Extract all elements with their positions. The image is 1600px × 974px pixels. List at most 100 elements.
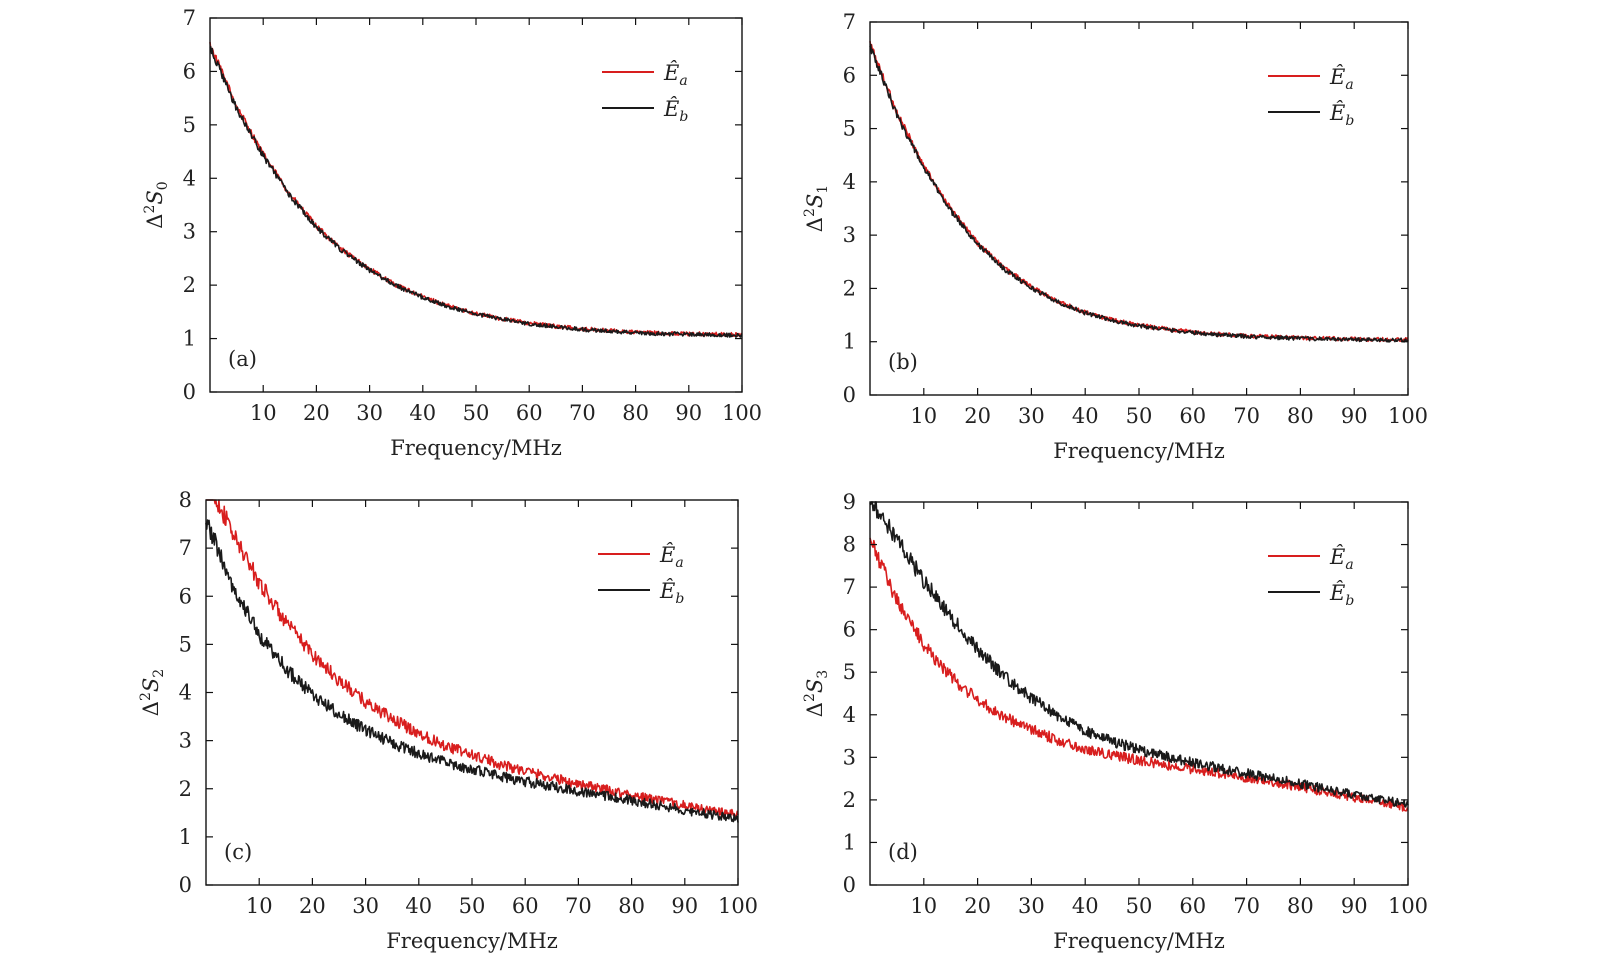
y-tick-label: 9	[843, 490, 856, 514]
x-tick-label: 20	[964, 894, 991, 918]
x-tick-label: 70	[1233, 404, 1260, 428]
plot-frame	[869, 501, 1409, 886]
y-tick-label: 6	[843, 618, 856, 642]
y-tick-label: 7	[843, 10, 856, 34]
y-tick-label: 8	[179, 488, 192, 512]
y-tick-label: 7	[843, 575, 856, 599]
x-tick-label: 80	[1287, 894, 1314, 918]
y-tick-label: 4	[183, 166, 196, 190]
y-tick-label: 0	[843, 383, 856, 407]
y-tick-label: 4	[179, 681, 192, 705]
y-tick-label: 3	[843, 745, 856, 769]
y-tick-label: 2	[179, 777, 192, 801]
legend-label-a: Êa	[663, 61, 688, 89]
series-line-b	[869, 43, 1409, 343]
chart-panel-d: 10 20 30 40 50 60 70 80 90 100 0 1 2 3 4 5 6 7 8 9 Frequency…	[802, 490, 1428, 953]
x-tick-label: 40	[409, 401, 436, 425]
x-tick-label: 20	[299, 894, 326, 918]
x-tick-label: 60	[516, 401, 543, 425]
panel-tag: (c)	[224, 840, 252, 864]
y-tick-label: 2	[843, 276, 856, 300]
x-tick-label: 10	[250, 401, 277, 425]
y-tick-label: 5	[183, 113, 196, 137]
x-tick-label: 60	[1179, 894, 1206, 918]
y-tick-label: 5	[179, 632, 192, 656]
y-axis-title: Δ2S0	[142, 181, 171, 228]
y-tick-label: 3	[183, 220, 196, 244]
series-line-a	[205, 499, 739, 818]
x-tick-label: 70	[565, 894, 592, 918]
y-tick-label: 1	[843, 330, 856, 354]
x-tick-label: 90	[671, 894, 698, 918]
chart-panel-c: 10 20 30 40 50 60 70 80 90 100 0 1 2 3 4 5 6 7 8 Frequency/…	[138, 488, 758, 953]
series-line-b	[209, 46, 743, 338]
y-axis-title: Δ2S3	[802, 670, 831, 717]
x-tick-label: 30	[352, 894, 379, 918]
series-line-b	[869, 501, 1409, 808]
y-tick-label: 3	[179, 729, 192, 753]
y-tick-label: 0	[179, 873, 192, 897]
y-tick-label: 6	[843, 63, 856, 87]
x-tick-label: 90	[675, 401, 702, 425]
x-axis-title: Frequency/MHz	[1053, 929, 1225, 953]
series-line-b	[205, 519, 739, 823]
legend-label-b: Êb	[659, 579, 684, 607]
x-tick-label: 100	[722, 401, 762, 425]
x-tick-label: 10	[246, 894, 273, 918]
x-tick-label: 50	[459, 894, 486, 918]
x-axis-title: Frequency/MHz	[390, 436, 562, 460]
legend-label-a: Êa	[1329, 65, 1354, 93]
x-tick-label: 100	[1388, 894, 1428, 918]
legend-label-a: Êa	[659, 543, 684, 571]
y-tick-label: 4	[843, 170, 856, 194]
x-tick-label: 50	[1126, 894, 1153, 918]
x-tick-label: 10	[910, 894, 937, 918]
x-tick-label: 10	[910, 404, 937, 428]
x-tick-label: 90	[1341, 894, 1368, 918]
y-tick-label: 5	[843, 117, 856, 141]
x-tick-label: 80	[1287, 404, 1314, 428]
x-tick-label: 100	[718, 894, 758, 918]
y-tick-label: 1	[183, 327, 196, 351]
chart-panel-b: 10 20 30 40 50 60 70 80 90 100 0 1 2 3 4 5 6 7 Frequency/M…	[802, 10, 1428, 463]
chart-panel-a: 10 20 30 40 50 60 70 80 90 100 0 1 2 3 4 5 6 7 Frequency/M…	[142, 6, 762, 460]
x-tick-label: 30	[1018, 894, 1045, 918]
panel-tag: (d)	[888, 840, 918, 864]
y-tick-label: 0	[183, 380, 196, 404]
x-tick-label: 20	[964, 404, 991, 428]
x-tick-label: 40	[1072, 894, 1099, 918]
y-tick-label: 7	[183, 6, 196, 30]
y-tick-label: 1	[843, 830, 856, 854]
x-tick-label: 50	[1126, 404, 1153, 428]
panel-tag: (a)	[228, 347, 257, 371]
x-tick-label: 100	[1388, 404, 1428, 428]
panel-tag: (b)	[888, 350, 918, 374]
x-tick-label: 30	[356, 401, 383, 425]
y-tick-label: 1	[179, 825, 192, 849]
legend-label-a: Êa	[1329, 545, 1354, 573]
x-tick-label: 60	[512, 894, 539, 918]
x-axis-title: Frequency/MHz	[386, 929, 558, 953]
plot-frame	[209, 17, 743, 393]
y-axis-title: Δ2S1	[802, 185, 831, 232]
x-tick-label: 40	[405, 894, 432, 918]
y-tick-label: 7	[179, 536, 192, 560]
legend-label-b: Êb	[1329, 581, 1354, 609]
y-tick-label: 6	[179, 584, 192, 608]
y-tick-label: 2	[183, 273, 196, 297]
x-tick-label: 80	[618, 894, 645, 918]
y-tick-label: 0	[843, 873, 856, 897]
x-tick-label: 40	[1072, 404, 1099, 428]
series-line-a	[209, 41, 743, 338]
series-line-a	[869, 41, 1409, 343]
y-tick-label: 4	[843, 703, 856, 727]
y-tick-label: 2	[843, 788, 856, 812]
series-line-a	[869, 537, 1409, 812]
x-tick-label: 20	[303, 401, 330, 425]
y-tick-label: 5	[843, 660, 856, 684]
y-tick-label: 6	[183, 59, 196, 83]
x-tick-label: 60	[1179, 404, 1206, 428]
x-axis-title: Frequency/MHz	[1053, 439, 1225, 463]
y-axis-title: Δ2S2	[138, 669, 167, 716]
